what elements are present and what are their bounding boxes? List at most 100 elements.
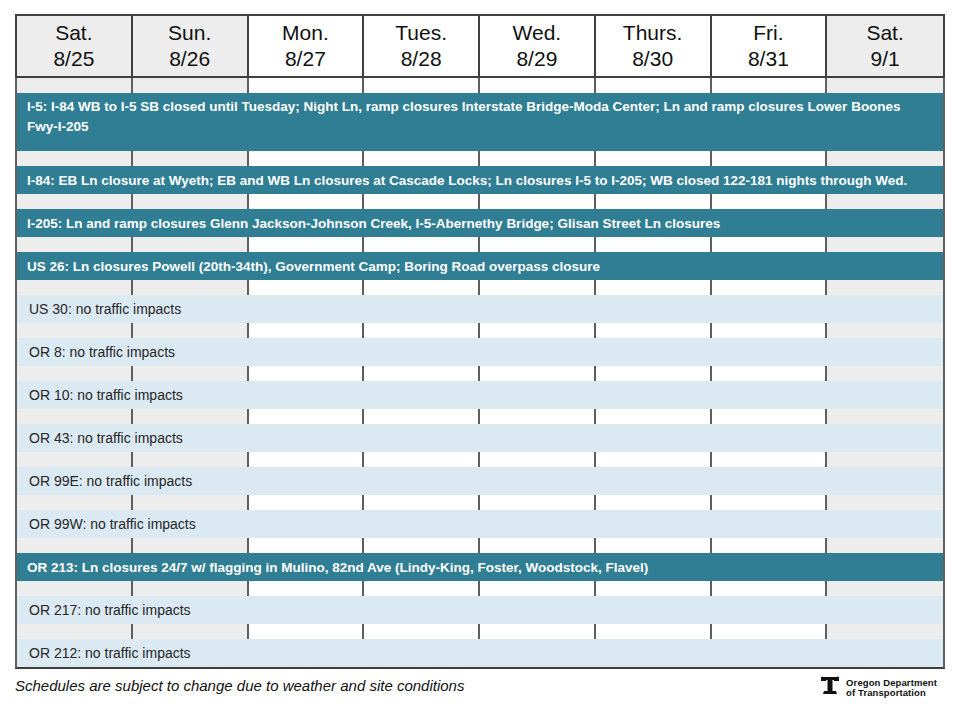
day-header-row: Sat. 8/25 Sun. 8/26 Mon. 8/27 Tues. 8/28…: [15, 14, 945, 78]
grid-gap-cell: [596, 280, 712, 295]
odot-logo: Oregon Department of Transportation: [818, 675, 937, 701]
grid-gap-cell: [133, 323, 249, 338]
grid-gap-cell: [249, 409, 365, 424]
grid-gap-cell: [827, 151, 943, 166]
grid-gap-cell: [596, 194, 712, 209]
grid-gap-cell: [827, 280, 943, 295]
footer: Schedules are subject to change due to w…: [15, 675, 945, 701]
day-header-sat-825: Sat. 8/25: [17, 16, 133, 76]
grid-gap-cell: [133, 624, 249, 639]
grid-gap-cell: [827, 581, 943, 596]
grid-gap-cell: [364, 323, 480, 338]
grid-gap-cell: [133, 538, 249, 553]
grid-gap-cell: [827, 366, 943, 381]
route-banner-text: I-5: I-84 WB to I-5 SB closed until Tues…: [27, 97, 913, 138]
route-row-or10: OR 10: no traffic impacts: [17, 381, 943, 409]
grid-gap-row: [17, 538, 943, 553]
grid-gap-cell: [712, 409, 828, 424]
grid-gap-cell: [249, 194, 365, 209]
grid-gap-cell: [827, 538, 943, 553]
grid-gap-cell: [249, 581, 365, 596]
day-date: 8/26: [169, 46, 210, 72]
grid-gap-cell: [17, 366, 133, 381]
grid-gap-cell: [596, 581, 712, 596]
route-row-or43: OR 43: no traffic impacts: [17, 424, 943, 452]
grid-gap-cell: [249, 323, 365, 338]
grid-gap-cell: [17, 452, 133, 467]
odot-logo-icon: [818, 675, 842, 701]
route-row-text: OR 43: no traffic impacts: [29, 430, 183, 446]
grid-gap-cell: [480, 366, 596, 381]
grid-gap-cell: [364, 581, 480, 596]
route-row-or212: OR 212: no traffic impacts: [17, 639, 943, 667]
grid-gap-cell: [249, 237, 365, 252]
grid-gap-cell: [596, 366, 712, 381]
route-row-text: OR 99W: no traffic impacts: [29, 516, 196, 532]
grid-gap-row: [17, 151, 943, 166]
day-label: Fri.: [753, 20, 783, 46]
grid-gap-row: [17, 495, 943, 510]
grid-gap-cell: [712, 78, 828, 93]
grid-gap-cell: [480, 409, 596, 424]
route-banner-i84: I-84: EB Ln closure at Wyeth; EB and WB …: [17, 166, 943, 194]
day-label: Wed.: [513, 20, 562, 46]
grid-gap-cell: [17, 581, 133, 596]
grid-gap-cell: [364, 237, 480, 252]
grid-gap-cell: [712, 237, 828, 252]
grid-gap-row: [17, 624, 943, 639]
grid-gap-cell: [480, 78, 596, 93]
route-banner-text: I-205: Ln and ramp closures Glenn Jackso…: [27, 216, 720, 231]
grid-gap-cell: [827, 495, 943, 510]
day-header-sun-826: Sun. 8/26: [133, 16, 249, 76]
route-row-text: OR 8: no traffic impacts: [29, 344, 175, 360]
grid-gap-cell: [17, 237, 133, 252]
grid-gap-cell: [133, 151, 249, 166]
day-date: 9/1: [871, 46, 900, 72]
grid-gap-cell: [596, 78, 712, 93]
route-banner-text: OR 213: Ln closures 24/7 w/ flagging in …: [27, 560, 648, 575]
grid-gap-cell: [249, 280, 365, 295]
day-header-wed-829: Wed. 8/29: [480, 16, 596, 76]
day-label: Sat.: [55, 20, 92, 46]
day-date: 8/29: [516, 46, 557, 72]
grid-gap-cell: [133, 366, 249, 381]
grid-gap-cell: [480, 151, 596, 166]
grid-gap-cell: [133, 495, 249, 510]
grid-gap-cell: [480, 323, 596, 338]
grid-gap-cell: [712, 323, 828, 338]
schedule-body: I-5: I-84 WB to I-5 SB closed until Tues…: [15, 78, 945, 669]
grid-gap-cell: [480, 194, 596, 209]
grid-gap-cell: [480, 538, 596, 553]
grid-gap-cell: [249, 366, 365, 381]
grid-gap-cell: [133, 280, 249, 295]
grid-gap-cell: [480, 237, 596, 252]
grid-gap-cell: [364, 78, 480, 93]
day-label: Mon.: [282, 20, 329, 46]
grid-gap-cell: [17, 280, 133, 295]
day-header-tues-828: Tues. 8/28: [364, 16, 480, 76]
route-row-text: OR 99E: no traffic impacts: [29, 473, 192, 489]
route-banner-us26: US 26: Ln closures Powell (20th-34th), G…: [17, 252, 943, 280]
day-date: 8/25: [53, 46, 94, 72]
grid-gap-cell: [133, 452, 249, 467]
grid-gap-cell: [17, 409, 133, 424]
grid-gap-row: [17, 280, 943, 295]
route-banner-i5: I-5: I-84 WB to I-5 SB closed until Tues…: [17, 93, 943, 151]
grid-gap-cell: [249, 495, 365, 510]
route-row-or99w: OR 99W: no traffic impacts: [17, 510, 943, 538]
grid-gap-cell: [133, 78, 249, 93]
grid-gap-cell: [480, 452, 596, 467]
odot-logo-text: Oregon Department of Transportation: [846, 678, 937, 699]
day-header-mon-827: Mon. 8/27: [249, 16, 365, 76]
route-row-or8: OR 8: no traffic impacts: [17, 338, 943, 366]
day-label: Sat.: [866, 20, 903, 46]
schedule-disclaimer: Schedules are subject to change due to w…: [15, 677, 464, 694]
grid-gap-row: [17, 581, 943, 596]
grid-gap-cell: [827, 194, 943, 209]
route-row-us30: US 30: no traffic impacts: [17, 295, 943, 323]
grid-gap-cell: [712, 151, 828, 166]
grid-gap-cell: [249, 78, 365, 93]
grid-gap-cell: [17, 323, 133, 338]
grid-gap-row: [17, 194, 943, 209]
grid-gap-cell: [712, 194, 828, 209]
